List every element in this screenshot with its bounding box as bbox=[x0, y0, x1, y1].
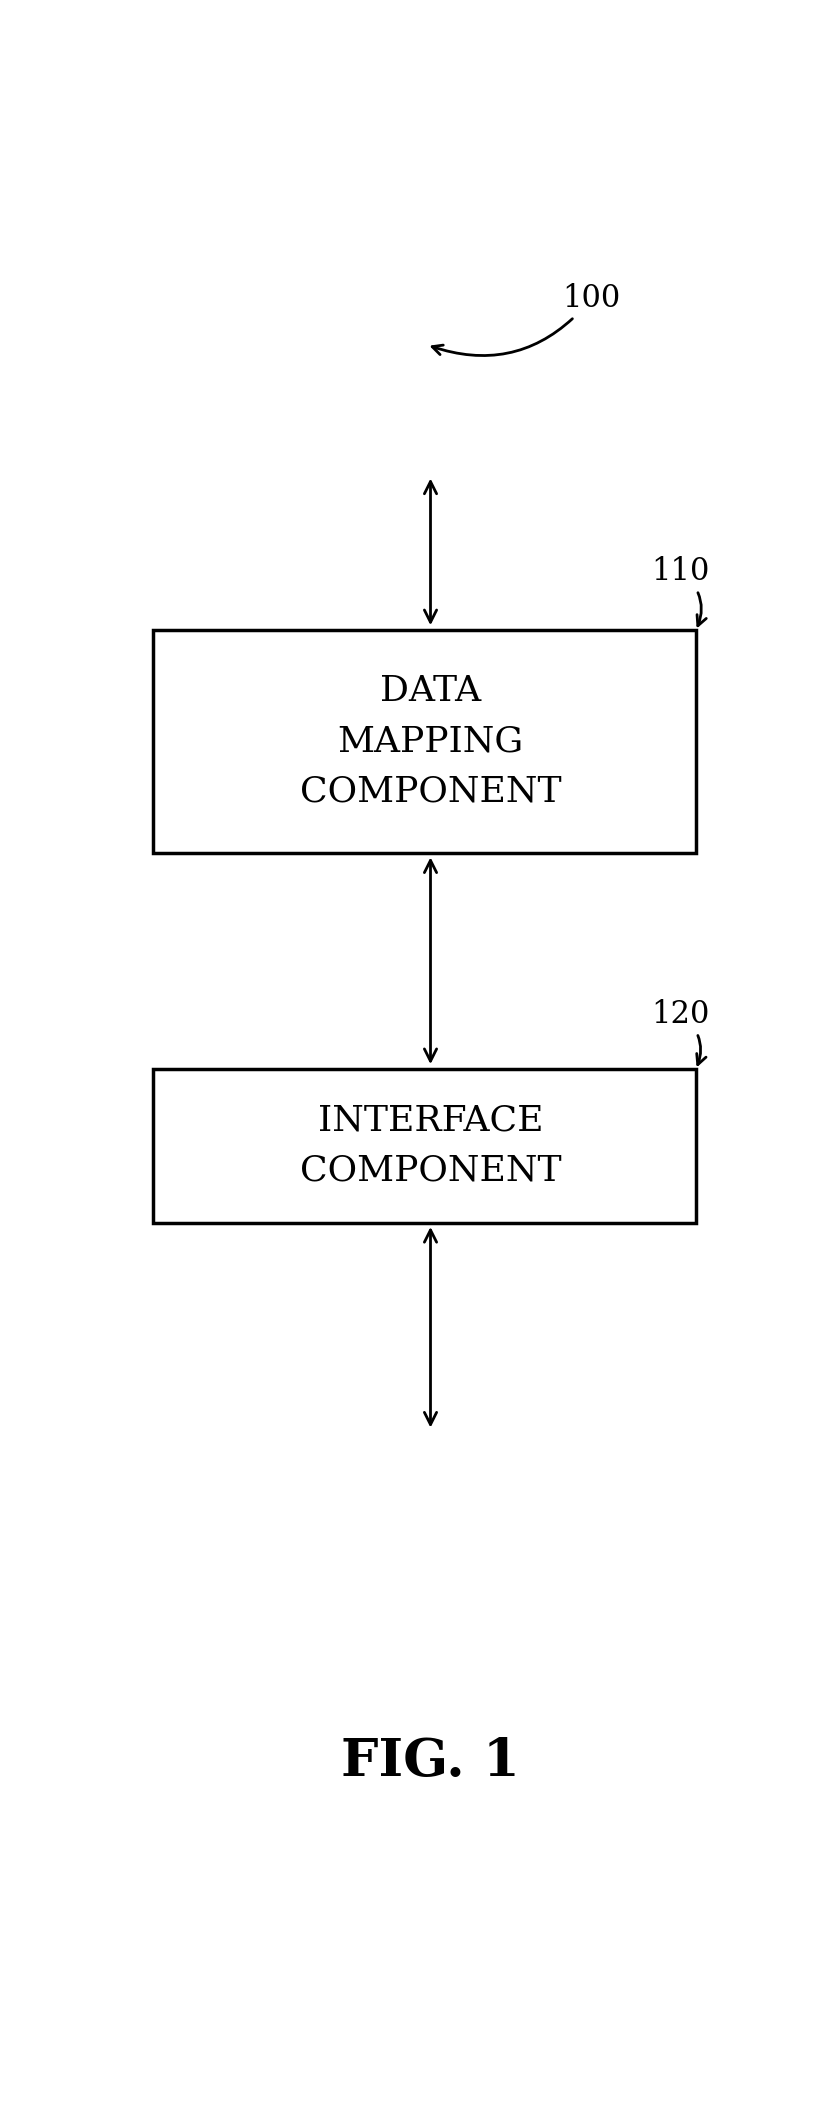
Bar bbox=[153, 629, 696, 854]
Text: 120: 120 bbox=[651, 999, 710, 1064]
Text: DATA
MAPPING
COMPONENT: DATA MAPPING COMPONENT bbox=[300, 675, 561, 808]
Text: FIG. 1: FIG. 1 bbox=[341, 1737, 520, 1788]
Bar bbox=[153, 1068, 696, 1222]
Text: 100: 100 bbox=[433, 284, 621, 355]
Text: INTERFACE
COMPONENT: INTERFACE COMPONENT bbox=[300, 1104, 561, 1188]
Text: 110: 110 bbox=[651, 557, 710, 627]
